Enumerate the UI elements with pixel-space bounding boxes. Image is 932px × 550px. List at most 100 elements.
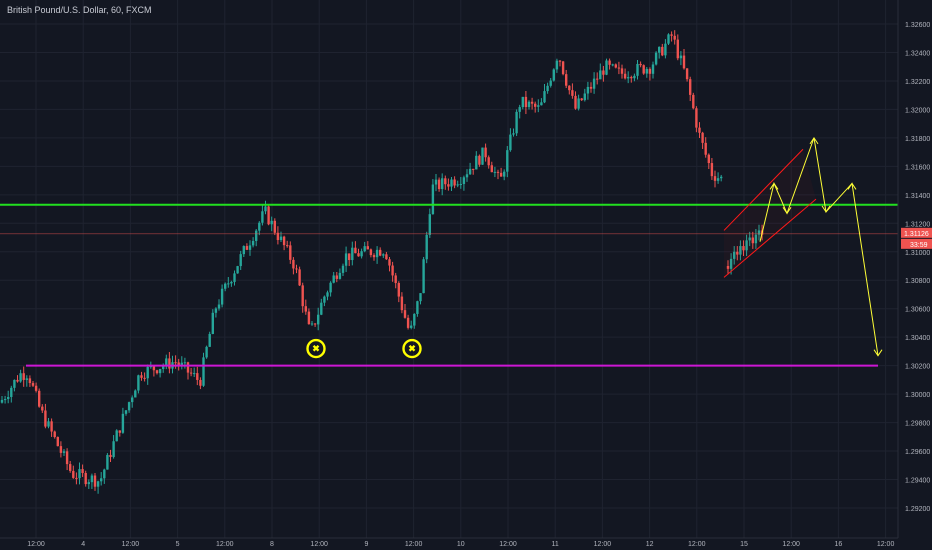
candle-down <box>196 373 199 380</box>
x-tick-label: 12:00 <box>216 541 234 548</box>
chart-title: British Pound/U.S. Dollar, 60, FXCM <box>7 5 152 15</box>
candle-up <box>521 96 524 108</box>
candle-up <box>468 168 472 175</box>
candle-down <box>93 475 97 487</box>
touch-marker-center <box>407 343 417 354</box>
candle-down <box>143 377 146 379</box>
x-tick-label: 12:00 <box>122 541 140 548</box>
countdown-badge <box>901 238 932 249</box>
candle-up <box>410 325 413 328</box>
candle-up <box>261 211 264 223</box>
candle-down <box>298 269 301 286</box>
candle-up <box>121 413 125 433</box>
candle-down <box>648 68 652 74</box>
candle-down <box>118 430 121 433</box>
candle-down <box>661 46 664 56</box>
touch-marker-center <box>311 343 321 354</box>
candle-up <box>310 323 314 325</box>
candle-down <box>59 446 63 453</box>
candle-up <box>654 52 658 65</box>
y-tick-label: 1.32000 <box>905 107 930 114</box>
candle-down <box>369 249 373 256</box>
candle-down <box>372 255 376 258</box>
candle-up <box>633 75 636 79</box>
candle-up <box>667 34 670 44</box>
candle-down <box>69 464 72 471</box>
candle-up <box>583 93 586 101</box>
x-tick-label: 11 <box>552 541 559 548</box>
candle-up <box>208 333 211 347</box>
candle-down <box>736 251 739 255</box>
touch-marker-x-icon: ✖ <box>408 344 416 354</box>
candle-up <box>112 441 115 457</box>
x-tick-label: 12:00 <box>594 541 612 548</box>
y-tick-label: 1.29400 <box>905 478 930 485</box>
candle-up <box>338 272 342 279</box>
candle-up <box>592 78 596 89</box>
candle-up <box>100 478 103 482</box>
candle-up <box>279 236 283 241</box>
candle-down <box>580 98 583 101</box>
candle-down <box>109 454 112 457</box>
candle-down <box>692 94 695 109</box>
projection-arrowhead <box>769 182 779 190</box>
candle-up <box>605 60 608 75</box>
candle-down <box>437 179 441 190</box>
candle-up <box>636 63 639 76</box>
candle-down <box>614 64 617 68</box>
candles <box>0 30 764 494</box>
candle-up <box>664 43 667 56</box>
candle-up <box>679 55 683 59</box>
candle-up <box>465 174 469 178</box>
candle-up <box>115 430 118 442</box>
channel-fill <box>724 149 816 278</box>
candle-up <box>227 283 230 285</box>
touch-marker-x-icon: ✖ <box>312 344 320 354</box>
candle-down <box>472 168 475 170</box>
candle-down <box>701 132 704 143</box>
candle-up <box>7 396 10 400</box>
candle-up <box>344 253 348 266</box>
touch-marker-ring <box>402 338 422 359</box>
candle-up <box>19 373 22 382</box>
candle-down <box>524 96 528 108</box>
candle-up <box>506 150 509 172</box>
x-tick-label: 15 <box>740 541 748 548</box>
candle-up <box>202 357 205 386</box>
y-tick-label: 1.30400 <box>905 335 930 342</box>
candle-down <box>406 317 410 328</box>
candle-up <box>13 379 16 388</box>
candle-down <box>289 245 292 260</box>
candle-up <box>720 176 723 179</box>
candle-up <box>509 134 512 151</box>
candle-up <box>375 249 379 258</box>
candle-down <box>286 245 289 247</box>
candle-up <box>546 85 549 92</box>
y-tick-label: 1.30800 <box>905 278 930 285</box>
candle-up <box>137 375 140 391</box>
candle-down <box>313 323 317 325</box>
projection-path <box>759 137 879 356</box>
candle-up <box>106 454 109 470</box>
candle-down <box>354 247 357 254</box>
candle-down <box>385 254 388 260</box>
candle-up <box>459 183 462 185</box>
candle-up <box>527 101 531 108</box>
candle-up <box>512 133 515 135</box>
projection-arrowhead <box>782 207 792 215</box>
countdown-label: 33:59 <box>910 242 928 249</box>
y-tick-label: 1.32600 <box>905 22 930 29</box>
candle-up <box>162 366 165 370</box>
candle-down <box>348 253 351 261</box>
candle-down <box>689 79 692 95</box>
candle-up <box>428 214 431 235</box>
candle-down <box>558 60 562 62</box>
x-tick-label: 10 <box>457 541 465 548</box>
candle-up <box>416 301 419 314</box>
candle-down <box>561 61 565 75</box>
candle-up <box>611 64 614 66</box>
projection-arrowhead <box>809 136 819 145</box>
projection-arrowhead <box>873 349 883 357</box>
candle-down <box>704 142 707 155</box>
candle-up <box>230 281 233 284</box>
